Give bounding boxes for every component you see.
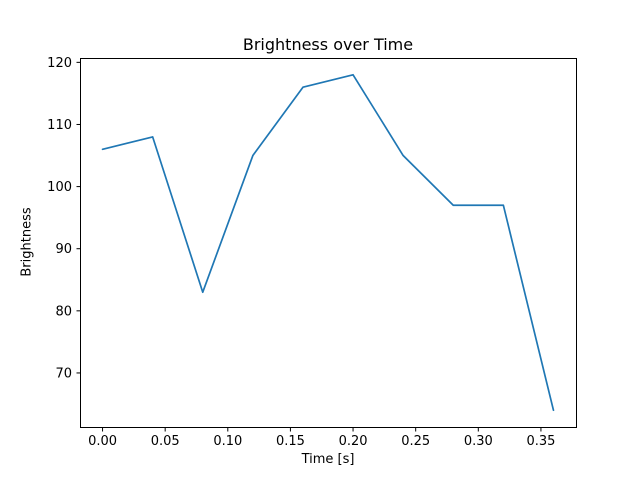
x-tick-label: 0.15 <box>276 434 305 449</box>
y-tick-label: 120 <box>47 56 72 71</box>
y-tick-label: 70 <box>55 366 72 381</box>
x-tick-label: 0.35 <box>526 434 555 449</box>
y-tick-label: 100 <box>47 180 72 195</box>
x-tick-label: 0.00 <box>88 434 117 449</box>
chart-title: Brightness over Time <box>242 35 414 54</box>
y-tick-label: 90 <box>55 242 72 257</box>
x-tick-label: 0.30 <box>464 434 493 449</box>
y-axis-label: Brightness <box>19 207 35 277</box>
x-tick-label: 0.20 <box>339 434 368 449</box>
plot-border <box>80 58 577 428</box>
brightness-line <box>101 73 555 412</box>
y-tick-label: 80 <box>55 304 72 319</box>
x-tick-label: 0.10 <box>213 434 242 449</box>
x-tick-label: 0.05 <box>151 434 180 449</box>
y-tick-label: 110 <box>47 118 72 133</box>
x-axis-label: Time [s] <box>301 452 355 467</box>
x-tick-label: 0.25 <box>401 434 430 449</box>
